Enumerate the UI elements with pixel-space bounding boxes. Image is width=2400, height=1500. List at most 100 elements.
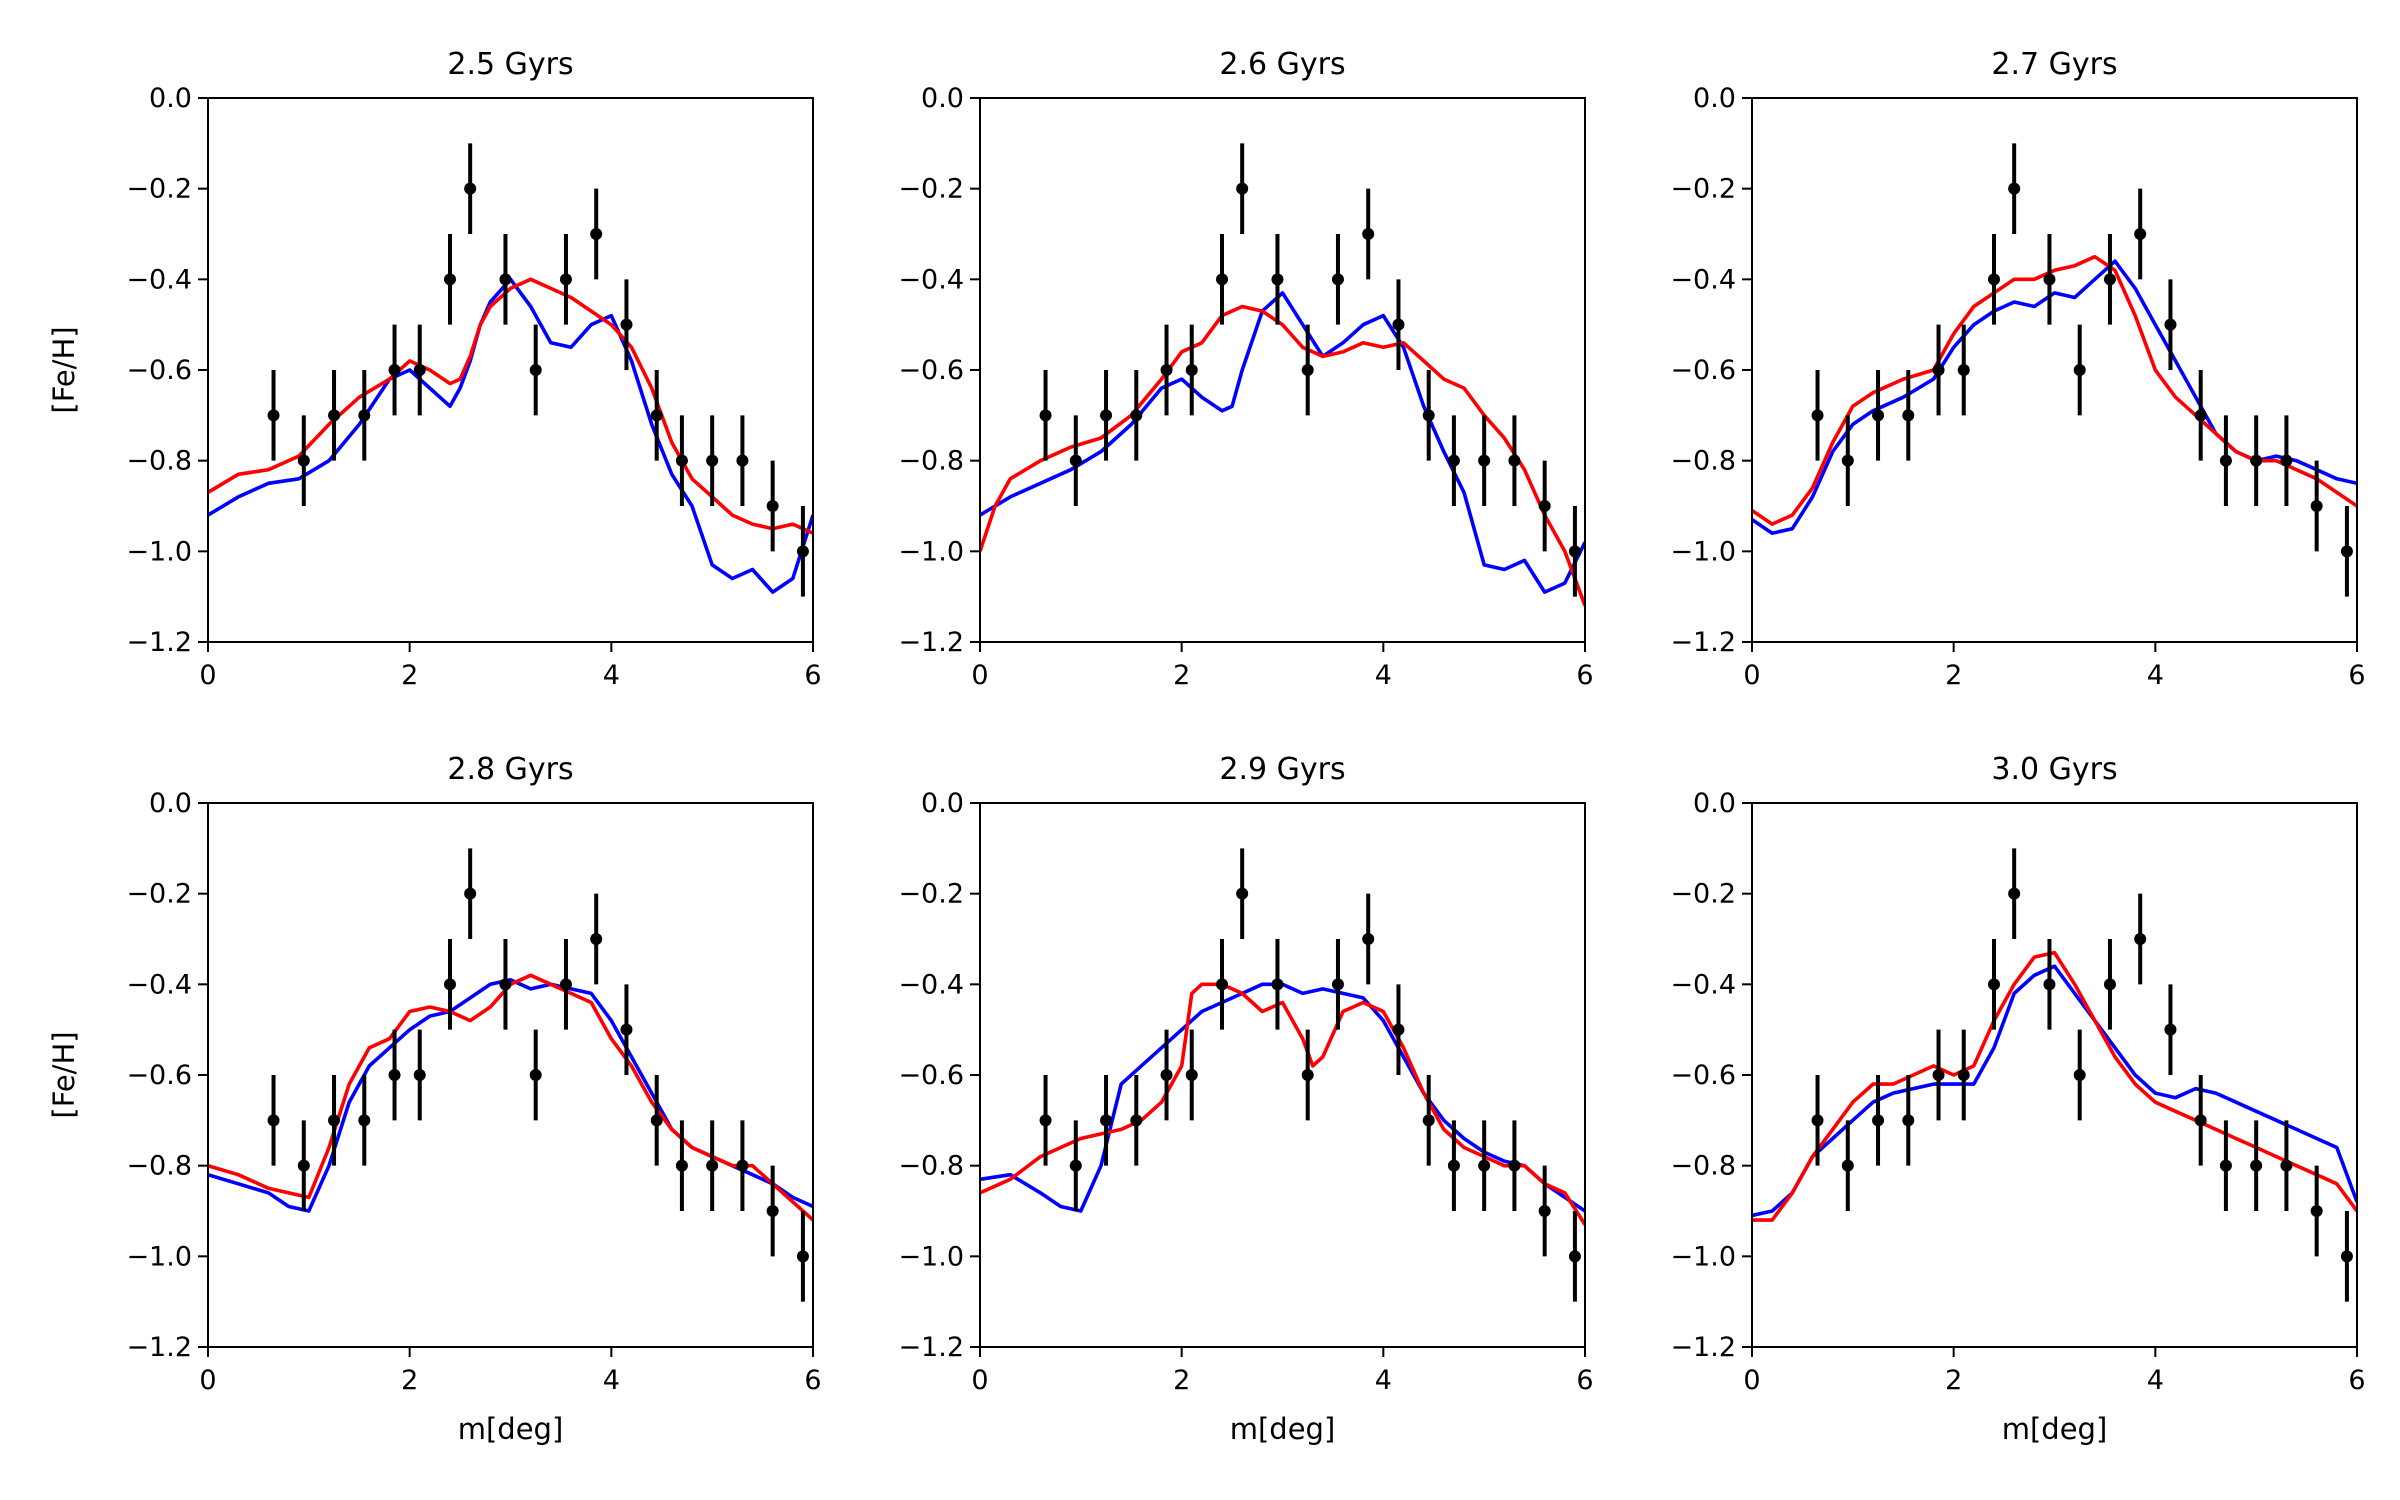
data-point xyxy=(529,364,542,376)
data-point xyxy=(650,409,663,422)
x-tick-label: 4 xyxy=(1375,1365,1392,1396)
data-point xyxy=(2008,182,2021,195)
x-tick-label: 0 xyxy=(971,1365,988,1396)
data-point xyxy=(559,978,572,991)
data-point xyxy=(1216,273,1228,286)
data-point xyxy=(2219,454,2232,467)
data-point xyxy=(1271,978,1284,991)
y-tick-label: −0.2 xyxy=(1670,174,1736,205)
y-tick-label: −0.4 xyxy=(1670,264,1736,295)
data-point xyxy=(590,228,603,240)
data-point xyxy=(1841,1159,1854,1172)
data-point xyxy=(1508,454,1521,467)
x-tick-label: 4 xyxy=(603,660,620,691)
y-tick-label: −0.6 xyxy=(126,1060,192,1091)
data-point xyxy=(1957,1069,1970,1081)
data-point xyxy=(444,273,456,286)
data-point xyxy=(2073,364,2086,376)
y-tick-label: −1.0 xyxy=(126,1241,192,1272)
y-tick-label: −0.2 xyxy=(898,879,964,910)
data-point xyxy=(1100,409,1113,422)
data-point xyxy=(2250,1159,2263,1172)
data-point xyxy=(1301,1069,1314,1081)
y-tick-label: −0.8 xyxy=(1670,1151,1736,1182)
data-point xyxy=(413,364,426,376)
x-tick-label: 6 xyxy=(804,660,821,691)
data-point xyxy=(559,273,572,286)
data-point xyxy=(267,409,280,422)
data-point xyxy=(2310,1205,2323,1217)
data-point xyxy=(796,1250,809,1263)
data-point xyxy=(2194,1114,2207,1127)
y-tick-label: 0.0 xyxy=(149,83,192,114)
data-point xyxy=(499,978,512,991)
x-tick-label: 4 xyxy=(2147,1365,2164,1396)
axes-frame xyxy=(207,802,814,1348)
y-axis-label: [Fe/H] xyxy=(47,1031,81,1118)
panel-4: 2.8 Gyrs 0 2 4 6 0.0 −0.2 −0.4 −0.6 −0.8 −1.0 −1.2 [… xyxy=(47,752,822,1446)
data-point xyxy=(1811,409,1824,422)
x-tick-label: 0 xyxy=(199,660,216,691)
data-point xyxy=(328,1114,341,1127)
panel-title: 2.8 Gyrs xyxy=(447,752,573,787)
data-point xyxy=(297,1159,310,1172)
data-point xyxy=(499,273,512,286)
panel-3: 2.7 Gyrs 0 2 4 6 0.0 −0.2 −0.4 −0.6 −0.8 −1.0 −1.2 xyxy=(1670,47,2365,691)
y-tick-label: 0.0 xyxy=(1693,788,1736,819)
series-line-blue xyxy=(208,977,813,1213)
y-tick-label: −1.2 xyxy=(1670,627,1736,658)
y-tick-label: 0.0 xyxy=(149,788,192,819)
series-line-red xyxy=(980,982,1585,1226)
x-tick-label: 2 xyxy=(1945,660,1962,691)
data-point xyxy=(2134,228,2147,240)
x-tick-label: 6 xyxy=(2348,660,2365,691)
x-tick-label: 0 xyxy=(1743,1365,1760,1396)
x-tick-label: 2 xyxy=(401,1365,418,1396)
data-point xyxy=(444,978,456,991)
y-tick-label: −0.2 xyxy=(898,174,964,205)
plot-area xyxy=(980,848,1585,1302)
axes-frame xyxy=(979,802,1586,1348)
x-tick-label: 0 xyxy=(199,1365,216,1396)
data-point xyxy=(1069,454,1082,467)
data-point xyxy=(358,1114,371,1127)
data-point xyxy=(328,409,341,422)
y-tick-label: −0.8 xyxy=(126,446,192,477)
y-tick-label: −0.2 xyxy=(1670,879,1736,910)
y-tick-label: 0.0 xyxy=(1693,83,1736,114)
y-tick-label: −0.4 xyxy=(898,969,964,1000)
panel-6: 3.0 Gyrs 0 2 4 6 0.0 −0.2 −0.4 −0.6 −0.8 −1.0 −1.2 m… xyxy=(1670,752,2365,1446)
data-point xyxy=(620,318,633,331)
plot-area xyxy=(1752,848,2357,1302)
y-tick-label: −0.4 xyxy=(126,969,192,1000)
data-point xyxy=(766,500,779,512)
data-point xyxy=(2280,454,2293,467)
x-axis-label: m[deg] xyxy=(1230,1412,1336,1446)
data-point xyxy=(1236,887,1249,900)
y-tick-label: −0.6 xyxy=(898,355,964,386)
data-point xyxy=(464,182,477,195)
y-tick-label: −0.8 xyxy=(898,1151,964,1182)
data-point xyxy=(1988,978,2000,991)
data-point xyxy=(1392,1023,1405,1036)
y-tick-label: −1.0 xyxy=(898,536,964,567)
x-tick-label: 4 xyxy=(1375,660,1392,691)
data-point xyxy=(413,1069,426,1081)
axes-frame xyxy=(1751,97,2358,643)
data-point xyxy=(1039,1114,1052,1127)
data-point xyxy=(1447,1159,1460,1172)
series-line-red xyxy=(208,277,813,535)
y-tick-label: −0.2 xyxy=(126,174,192,205)
y-tick-label: 0.0 xyxy=(921,788,964,819)
data-point xyxy=(1130,1114,1143,1127)
series-line-red xyxy=(1752,254,2357,526)
x-tick-label: 6 xyxy=(1576,660,1593,691)
data-point xyxy=(1478,1159,1491,1172)
data-point xyxy=(2043,978,2056,991)
data-point xyxy=(1331,978,1344,991)
y-tick-label: −0.6 xyxy=(126,355,192,386)
data-point xyxy=(1422,1114,1435,1127)
data-point xyxy=(736,1159,749,1172)
data-point xyxy=(2103,273,2116,286)
x-axis-label: m[deg] xyxy=(2002,1412,2108,1446)
